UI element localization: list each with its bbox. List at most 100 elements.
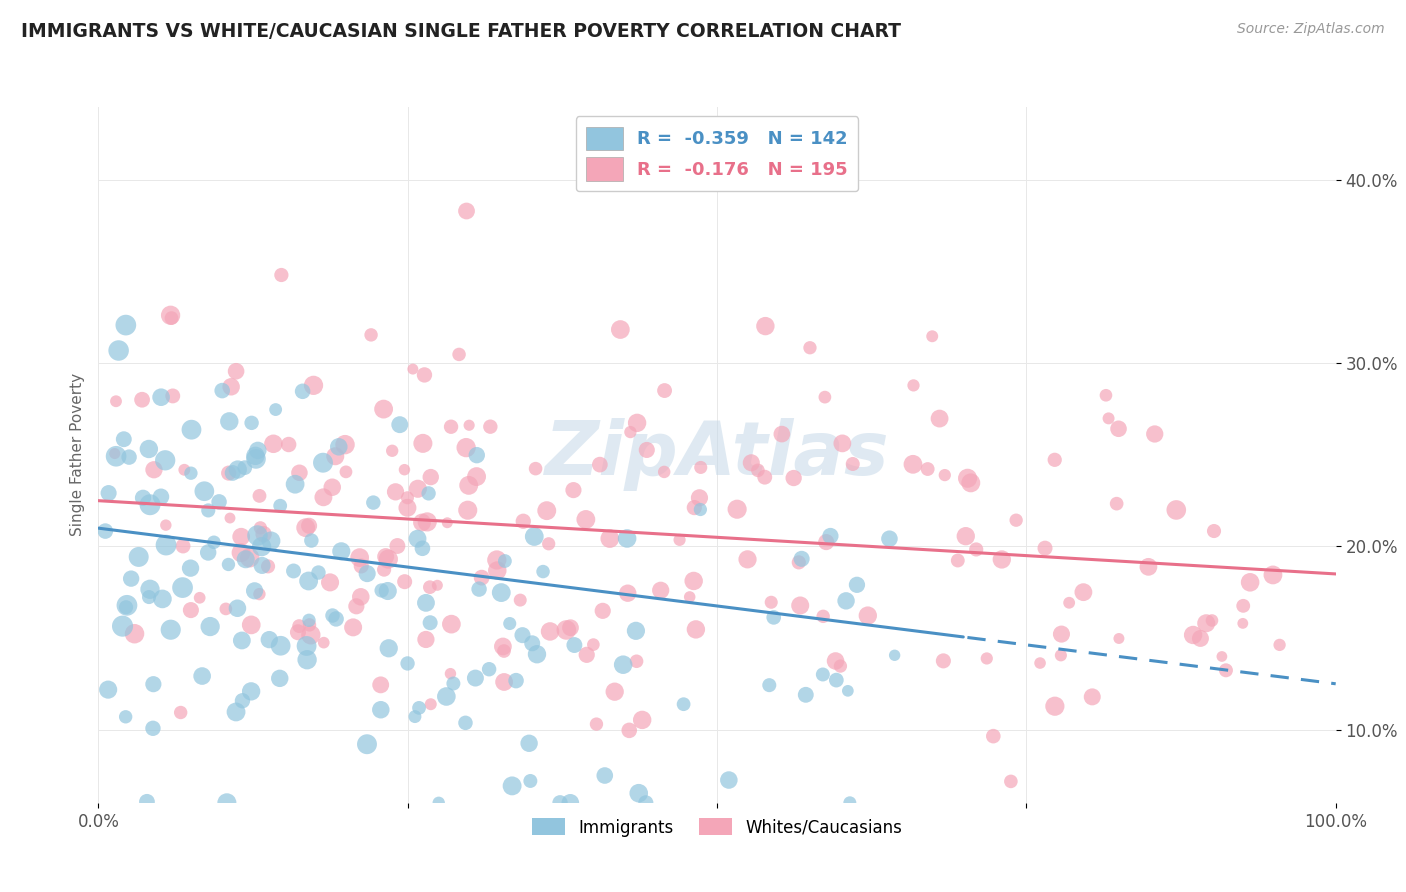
Point [413, 368, 436, 382]
Point [415, 632, 437, 647]
Point [299, 628, 322, 642]
Point [240, 416, 263, 430]
Point [440, 617, 463, 632]
Point [219, 380, 242, 394]
Point [672, 697, 695, 711]
Point [1105, 497, 1128, 511]
Point [312, 635, 335, 649]
Point [509, 593, 531, 607]
Point [575, 512, 598, 526]
Point [485, 553, 508, 567]
Point [754, 319, 776, 334]
Point [464, 671, 486, 685]
Point [1211, 649, 1233, 664]
Point [1033, 541, 1056, 556]
Point [754, 470, 776, 484]
Point [215, 602, 238, 616]
Point [599, 532, 621, 546]
Point [582, 638, 605, 652]
Point [585, 717, 607, 731]
Point [370, 583, 392, 598]
Point [1043, 452, 1066, 467]
Point [245, 449, 267, 463]
Point [603, 684, 626, 698]
Point [246, 443, 269, 458]
Point [198, 619, 221, 633]
Point [512, 628, 534, 642]
Point [609, 322, 631, 336]
Point [387, 539, 409, 553]
Point [142, 721, 165, 735]
Point [619, 425, 641, 439]
Point [193, 484, 215, 499]
Point [115, 599, 138, 613]
Point [411, 516, 433, 530]
Point [454, 715, 477, 730]
Point [356, 566, 378, 581]
Point [770, 427, 793, 442]
Point [325, 612, 347, 626]
Point [197, 503, 219, 517]
Point [519, 774, 541, 789]
Point [294, 521, 316, 535]
Point [747, 463, 769, 477]
Point [441, 676, 464, 690]
Point [235, 552, 257, 566]
Point [526, 647, 548, 661]
Point [404, 709, 426, 723]
Point [231, 633, 253, 648]
Point [1050, 627, 1073, 641]
Point [419, 697, 441, 711]
Point [682, 574, 704, 588]
Point [522, 636, 544, 650]
Point [246, 528, 269, 542]
Point [531, 565, 554, 579]
Point [115, 600, 138, 615]
Point [811, 667, 834, 681]
Point [270, 268, 292, 282]
Point [226, 462, 249, 476]
Point [538, 624, 561, 639]
Point [616, 532, 638, 546]
Point [991, 552, 1014, 566]
Point [575, 648, 598, 662]
Point [830, 659, 852, 673]
Point [152, 591, 174, 606]
Point [295, 639, 318, 653]
Point [312, 456, 335, 470]
Y-axis label: Single Father Poverty: Single Father Poverty [69, 374, 84, 536]
Point [259, 632, 281, 647]
Point [838, 796, 860, 810]
Point [956, 471, 979, 485]
Point [593, 768, 616, 782]
Point [1143, 427, 1166, 442]
Point [155, 538, 177, 552]
Point [831, 436, 853, 450]
Point [197, 545, 219, 559]
Point [240, 618, 263, 632]
Point [377, 552, 399, 566]
Point [928, 411, 950, 425]
Point [468, 582, 491, 596]
Point [245, 451, 267, 466]
Point [1108, 422, 1130, 436]
Point [394, 574, 416, 589]
Point [1043, 699, 1066, 714]
Point [150, 390, 173, 404]
Point [512, 514, 534, 528]
Point [408, 701, 430, 715]
Point [932, 654, 955, 668]
Point [180, 423, 202, 437]
Point [981, 729, 1004, 743]
Point [536, 503, 558, 517]
Point [619, 723, 641, 738]
Point [883, 648, 905, 663]
Point [107, 343, 129, 358]
Point [1239, 575, 1261, 590]
Point [239, 550, 262, 565]
Point [679, 590, 702, 604]
Point [683, 500, 706, 515]
Point [758, 678, 780, 692]
Point [616, 586, 638, 600]
Point [903, 378, 925, 392]
